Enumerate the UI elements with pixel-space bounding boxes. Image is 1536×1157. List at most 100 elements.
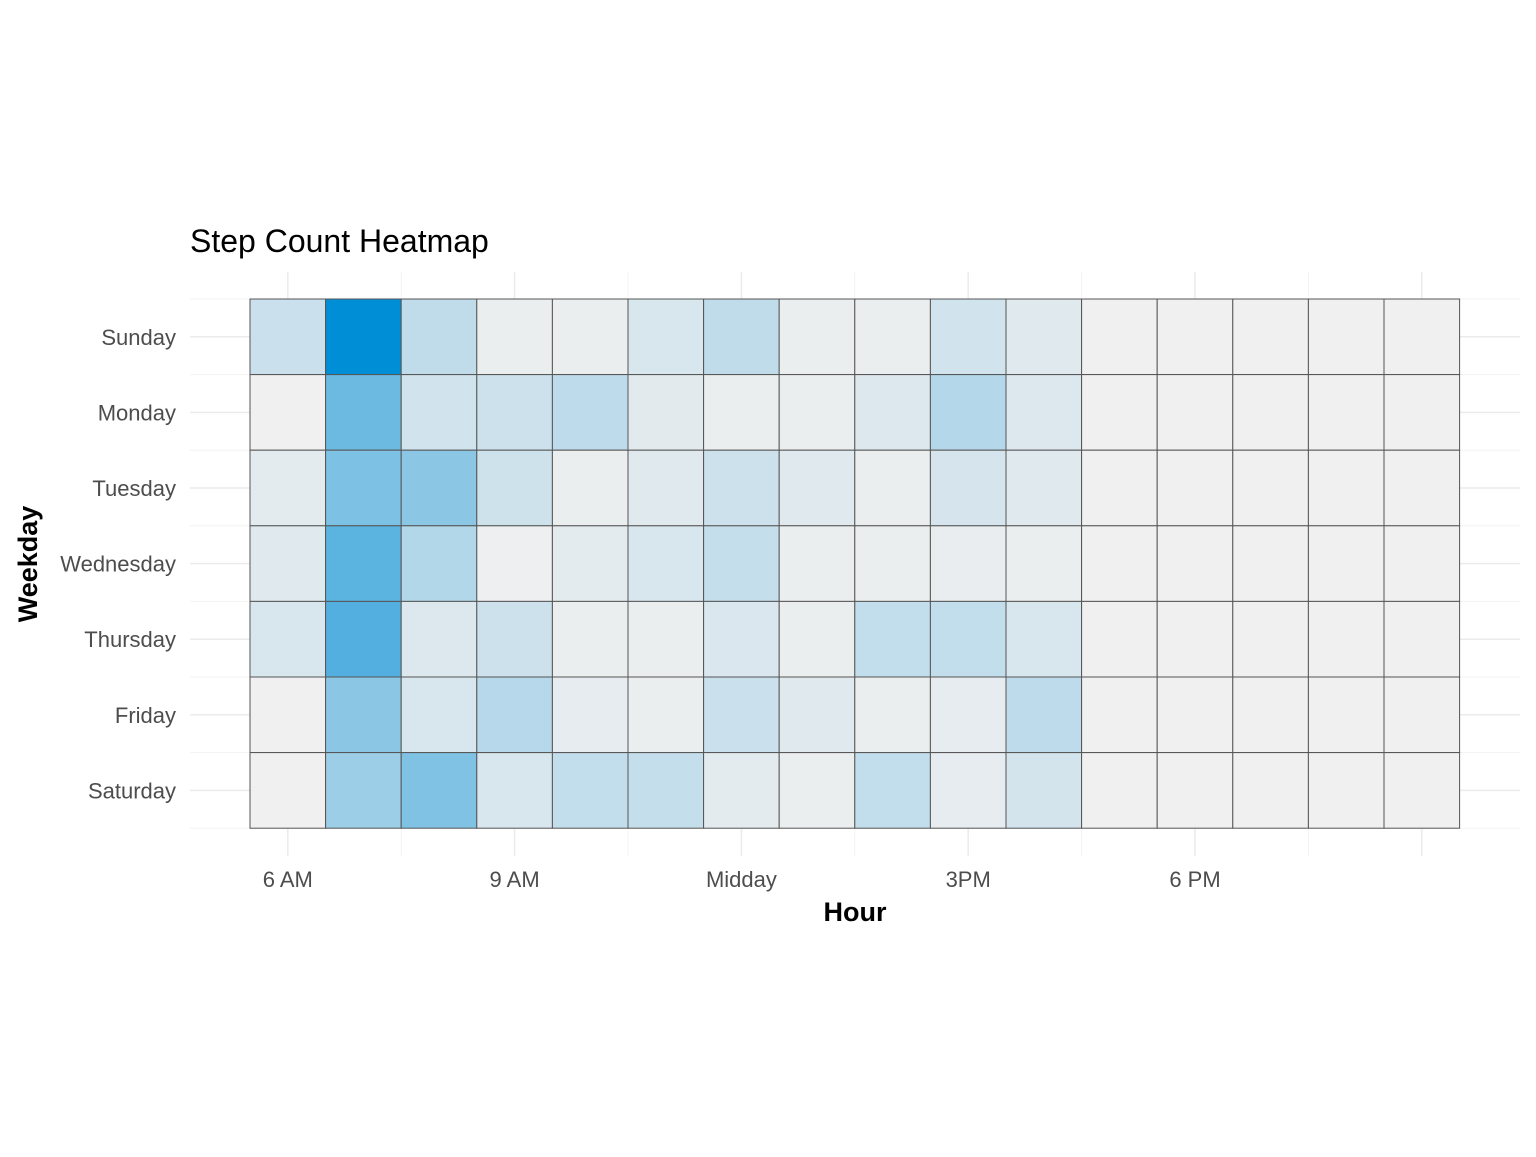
heatmap-cell: [249, 525, 327, 602]
heatmap-cell: [929, 298, 1007, 376]
y-tick-label: Saturday: [88, 778, 176, 803]
heatmap-cell: [778, 676, 856, 754]
heatmap-cell: [1081, 600, 1158, 678]
heatmap-cell: [854, 298, 931, 376]
heatmap-cell: [1383, 600, 1461, 678]
heatmap-cell: [627, 449, 705, 527]
x-axis-title: Hour: [824, 897, 887, 927]
x-tick-label: Midday: [706, 867, 777, 892]
heatmap-cell: [249, 676, 327, 754]
heatmap-cell: [400, 752, 478, 829]
heatmap-cell: [1005, 374, 1083, 451]
heatmap-cell: [476, 449, 553, 527]
y-tick-label: Monday: [98, 400, 176, 425]
heatmap-cell: [1156, 676, 1234, 754]
x-tick-label: 3PM: [946, 867, 991, 892]
x-tick-label: 6 PM: [1169, 867, 1220, 892]
x-tick-labels: 6 AM 9 AM Midday 3PM 6 PM: [263, 867, 1221, 892]
heatmap-cell: [1383, 298, 1461, 376]
heatmap-cell: [1307, 752, 1385, 829]
x-tick-label: 6 AM: [263, 867, 313, 892]
heatmap-cell: [551, 752, 629, 829]
heatmap-cell: [627, 676, 705, 754]
heatmap-cell: [854, 449, 931, 527]
heatmap-cell: [1307, 449, 1385, 527]
heatmap-cell: [325, 676, 402, 754]
heatmap-cell: [1383, 449, 1461, 527]
y-tick-label: Thursday: [84, 627, 176, 652]
heatmap-cell: [325, 525, 402, 602]
heatmap-cell: [249, 449, 327, 527]
heatmap-cell: [325, 752, 402, 829]
heatmap-cell: [1005, 752, 1083, 829]
heatmap-cell: [400, 525, 478, 602]
heatmap-cell: [929, 525, 1007, 602]
y-tick-label: Wednesday: [60, 552, 176, 577]
heatmap-cell: [1081, 449, 1158, 527]
heatmap-cell: [1232, 676, 1309, 754]
heatmap-cell: [1307, 298, 1385, 376]
heatmap-cell: [1232, 449, 1309, 527]
heatmap-cell: [778, 752, 856, 829]
heatmap-cell: [703, 676, 780, 754]
heatmap-cell: [1005, 676, 1083, 754]
heatmap-cell: [854, 676, 931, 754]
chart-title: Step Count Heatmap: [190, 223, 489, 259]
heatmap-cell: [325, 600, 402, 678]
heatmap-cell: [400, 676, 478, 754]
heatmap-cell: [854, 752, 931, 829]
heatmap-cell: [929, 600, 1007, 678]
y-tick-label: Friday: [115, 703, 176, 728]
heatmap-cell: [1156, 449, 1234, 527]
heatmap-cell: [1232, 600, 1309, 678]
heatmap-cell: [703, 298, 780, 376]
heatmap-cell: [703, 374, 780, 451]
heatmap-cell: [627, 374, 705, 451]
heatmap-cell: [929, 449, 1007, 527]
heatmap-cell: [400, 600, 478, 678]
heatmap-cell: [325, 449, 402, 527]
heatmap-cell: [929, 676, 1007, 754]
heatmap-cell: [476, 298, 553, 376]
heatmap-cell: [551, 600, 629, 678]
heatmap-cell: [249, 752, 327, 829]
heatmap-cell: [1156, 752, 1234, 829]
heatmap-cell: [929, 374, 1007, 451]
heatmap-cell: [400, 374, 478, 451]
heatmap-cell: [854, 374, 931, 451]
y-axis-title: Weekday: [13, 506, 43, 623]
heatmap-cell: [703, 752, 780, 829]
heatmap-cell: [325, 374, 402, 451]
heatmap-cell: [476, 752, 553, 829]
heatmap-cell: [1081, 298, 1158, 376]
heatmap-cell: [627, 298, 705, 376]
heatmap-cell: [249, 374, 327, 451]
heatmap-cell: [249, 600, 327, 678]
heatmap-cell: [778, 525, 856, 602]
heatmap-cell: [1005, 600, 1083, 678]
heatmap-cell: [325, 298, 402, 376]
heatmap-cell: [1081, 752, 1158, 829]
heatmap-cell: [551, 525, 629, 602]
heatmap-cell: [1081, 525, 1158, 602]
y-tick-labels: Sunday Monday Tuesday Wednesday Thursday Frid…: [60, 325, 176, 804]
heatmap-cell: [400, 449, 478, 527]
heatmap-cell: [1383, 374, 1461, 451]
heatmap-cell: [1232, 752, 1309, 829]
heatmap-cell: [551, 374, 629, 451]
heatmap-cell: [929, 752, 1007, 829]
heatmap-cell: [1081, 374, 1158, 451]
heatmap-cell: [703, 525, 780, 602]
heatmap-cell: [476, 600, 553, 678]
heatmap-cell: [627, 525, 705, 602]
heatmap-cell: [1232, 374, 1309, 451]
heatmap-cell: [1005, 525, 1083, 602]
heatmap-cell: [551, 449, 629, 527]
heatmap-cell: [854, 600, 931, 678]
heatmap-cell: [476, 676, 553, 754]
heatmap-cell: [854, 525, 931, 602]
heatmap-cell: [778, 449, 856, 527]
heatmap-cell: [627, 600, 705, 678]
